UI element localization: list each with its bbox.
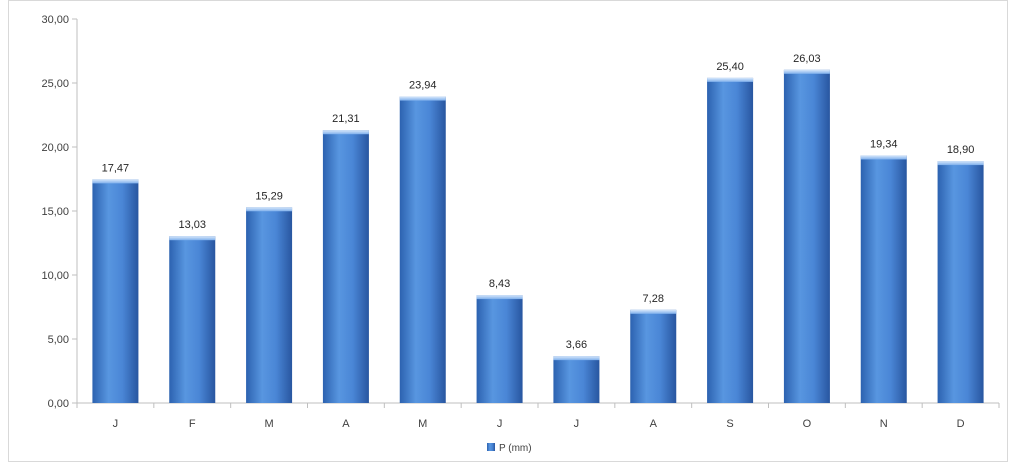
data-labels-group: 17,47 13,03 15,29 21,31 23,94 8,43 3,66 7,28 25,…: [102, 53, 975, 351]
bar: [92, 179, 139, 403]
y-tick-label: 15,00: [41, 206, 69, 218]
axes: 0,00 5,00 10,00 15,00 20,00 25,00 30,00 J F M A M J J…: [41, 14, 1000, 430]
bar: [322, 130, 369, 403]
bar-cap: [476, 295, 523, 300]
x-tick-label: O: [803, 418, 812, 430]
bar-cap: [630, 309, 677, 314]
legend-label: P (mm): [499, 443, 532, 454]
x-tick-label: F: [189, 418, 196, 430]
x-tick-label: M: [418, 418, 427, 430]
data-label: 25,40: [716, 61, 744, 73]
bar-cap: [553, 356, 600, 361]
x-tick-label: N: [880, 418, 888, 430]
bar: [707, 77, 754, 403]
bar: [399, 96, 446, 404]
y-tick-label: 0,00: [48, 398, 69, 410]
bar-cap: [322, 130, 369, 135]
x-tick-label: A: [650, 418, 658, 430]
data-label: 8,43: [489, 278, 510, 290]
data-label: 19,34: [870, 138, 898, 150]
x-tick-label: J: [574, 418, 580, 430]
bar-cap: [399, 96, 446, 101]
bar-cap: [783, 69, 830, 74]
bar: [169, 236, 216, 403]
data-label: 21,31: [332, 113, 360, 125]
bar: [860, 155, 907, 403]
data-label: 15,29: [255, 190, 283, 202]
x-tick-label: M: [264, 418, 273, 430]
data-label: 7,28: [643, 293, 664, 305]
bar-cap: [169, 236, 216, 241]
bar: [246, 207, 293, 403]
bar: [630, 309, 677, 403]
bar-chart: 0,00 5,00 10,00 15,00 20,00 25,00 30,00 J F M A M J J…: [41, 14, 1000, 454]
bar: [937, 161, 984, 403]
bar-cap: [707, 77, 754, 82]
bar: [783, 69, 830, 403]
legend-swatch: [487, 443, 495, 451]
x-tick-label: D: [957, 418, 965, 430]
data-label: 3,66: [566, 339, 587, 351]
data-label: 26,03: [793, 53, 821, 65]
y-tick-label: 10,00: [41, 270, 69, 282]
bar-cap: [860, 155, 907, 160]
y-tick-label: 30,00: [41, 14, 69, 26]
data-label: 17,47: [102, 162, 130, 174]
y-tick-label: 20,00: [41, 142, 69, 154]
bar-cap: [937, 161, 984, 166]
bars-group: [92, 69, 984, 404]
data-label: 18,90: [947, 144, 975, 156]
x-tick-label: J: [113, 418, 119, 430]
bar-cap: [246, 207, 293, 212]
bar: [553, 356, 600, 403]
y-tick-label: 25,00: [41, 78, 69, 90]
y-tick-label: 5,00: [48, 334, 69, 346]
data-label: 23,94: [409, 80, 437, 92]
x-tick-label: J: [497, 418, 503, 430]
x-tick-label: A: [342, 418, 350, 430]
chart-frame: 0,00 5,00 10,00 15,00 20,00 25,00 30,00 J F M A M J J…: [8, 0, 1008, 462]
x-tick-label: S: [726, 418, 733, 430]
bar: [476, 295, 523, 403]
legend: P (mm): [487, 443, 532, 454]
bar-cap: [92, 179, 139, 184]
data-label: 13,03: [178, 219, 206, 231]
